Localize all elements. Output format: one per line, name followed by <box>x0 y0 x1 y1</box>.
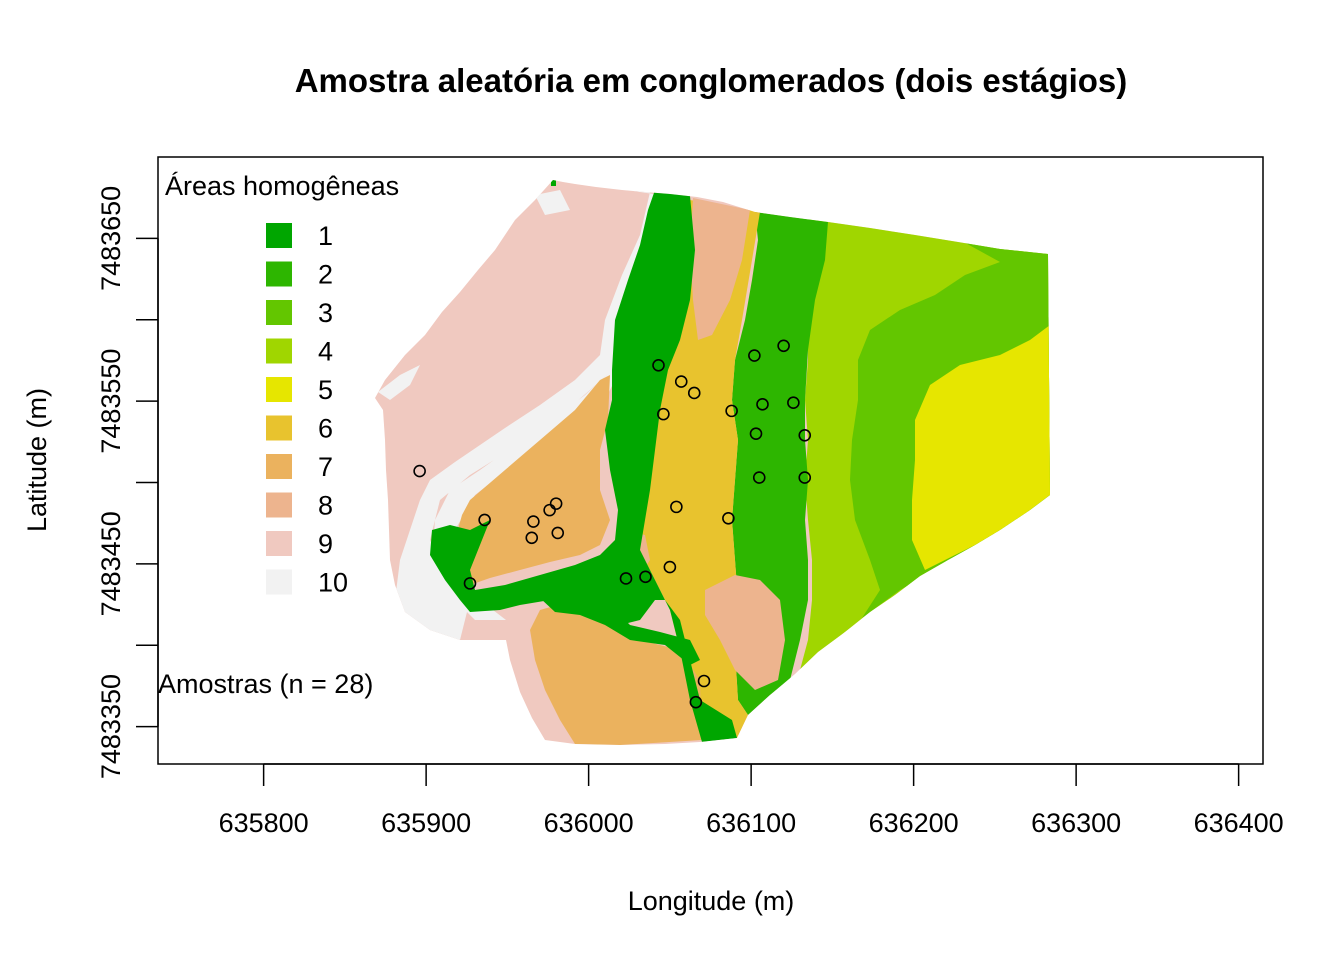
x-tick-label: 636300 <box>1031 808 1121 838</box>
x-tick-label: 635800 <box>219 808 309 838</box>
x-tick-label: 636000 <box>544 808 634 838</box>
legend-label: 9 <box>318 529 333 559</box>
sample-point <box>697 674 711 688</box>
zone-8-region-north <box>690 198 750 340</box>
sample-point <box>725 404 738 418</box>
legend-swatch <box>266 454 292 479</box>
legend-label: 7 <box>318 452 333 482</box>
legend-label: 1 <box>318 221 333 251</box>
sample-point <box>798 471 812 484</box>
zone-10-region <box>395 180 660 640</box>
sample-point <box>551 526 565 540</box>
zone-7-region-west <box>455 375 610 585</box>
zone-1-region-inner <box>540 594 700 665</box>
legend-items: 1 2 3 4 5 6 7 8 9 10 <box>266 221 348 598</box>
zone-8-region-south <box>705 575 785 690</box>
legend-label: 8 <box>318 491 333 521</box>
homogeneous-zones-map <box>375 180 1050 745</box>
sample-point <box>619 572 633 585</box>
legend-label: 5 <box>318 375 333 405</box>
sample-point <box>652 359 665 372</box>
sample-point <box>674 375 688 388</box>
sample-point <box>670 500 683 514</box>
sample-point <box>756 398 769 411</box>
zone-10-fleck-west <box>378 365 420 400</box>
legend-label: 10 <box>318 568 348 598</box>
zone-1-region <box>430 190 737 742</box>
legend-swatch <box>266 261 292 287</box>
legend-swatch <box>266 377 292 402</box>
zone-10-fleck <box>535 190 570 215</box>
sample-point <box>787 396 800 410</box>
y-tick-label: 7483350 <box>96 674 126 779</box>
sample-point <box>722 511 735 525</box>
legend-label: 2 <box>318 260 333 290</box>
sample-point <box>752 471 766 484</box>
x-tick-label: 636100 <box>706 808 796 838</box>
y-tick-label: 7483550 <box>96 349 126 454</box>
sample-point <box>413 464 426 478</box>
sample-point <box>749 427 763 440</box>
legend-swatch <box>266 492 292 518</box>
legend-swatch <box>266 223 292 248</box>
y-tick-label: 7483450 <box>96 511 126 616</box>
sample-point <box>798 428 812 442</box>
legend-label: 3 <box>318 298 333 328</box>
y-axis-label: Latitude (m) <box>22 388 52 532</box>
sample-point <box>549 497 563 510</box>
sample-point <box>777 339 790 353</box>
sample-point <box>525 531 539 545</box>
sample-points <box>413 339 812 709</box>
sample-point <box>478 513 491 527</box>
x-axis-label: Longitude (m) <box>628 886 795 916</box>
x-tick-label: 636400 <box>1194 808 1284 838</box>
sample-point <box>748 349 761 362</box>
sample-point <box>689 695 703 709</box>
legend-swatch <box>266 415 292 441</box>
x-tick-label: 636200 <box>869 808 959 838</box>
legend-swatch <box>266 338 292 364</box>
legend-swatch <box>266 531 292 556</box>
legend: Áreas homogêneas 1 2 3 4 5 6 7 8 9 10 <box>165 171 399 598</box>
legend-title: Áreas homogêneas <box>165 171 399 201</box>
zone-5-region <box>912 325 1050 570</box>
zone-1-fleck-north <box>551 180 556 186</box>
sample-point <box>463 577 477 590</box>
sample-point <box>687 386 701 400</box>
sample-point <box>543 503 556 517</box>
sample-point <box>657 407 670 421</box>
legend-swatch <box>266 300 292 325</box>
sample-point <box>639 570 652 584</box>
legend-swatch <box>266 569 292 595</box>
x-axis: 635800 635900 636000 636100 636200 636300 6364… <box>219 763 1284 838</box>
sample-point <box>663 560 677 574</box>
legend-label: 6 <box>318 414 333 444</box>
x-tick-label: 635900 <box>381 808 471 838</box>
samples-legend-label: Amostras (n = 28) <box>158 669 373 699</box>
zone-7-region-south <box>530 600 702 745</box>
legend-label: 4 <box>318 337 333 367</box>
y-axis: 7483350 7483450 7483550 7483650 <box>96 186 159 779</box>
chart-title: Amostra aleatória em conglomerados (dois… <box>295 62 1128 99</box>
y-tick-label: 7483650 <box>96 186 126 291</box>
sample-point <box>527 515 540 528</box>
